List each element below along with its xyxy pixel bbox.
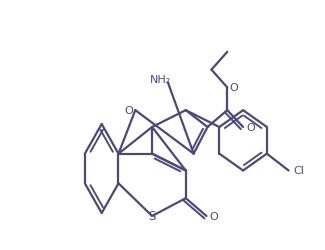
- Text: O: O: [230, 83, 239, 93]
- Text: O: O: [124, 106, 133, 116]
- Text: O: O: [209, 211, 218, 221]
- Text: O: O: [247, 122, 255, 132]
- Text: S: S: [149, 210, 156, 222]
- Text: Cl: Cl: [293, 166, 304, 176]
- Text: NH₂: NH₂: [150, 74, 171, 84]
